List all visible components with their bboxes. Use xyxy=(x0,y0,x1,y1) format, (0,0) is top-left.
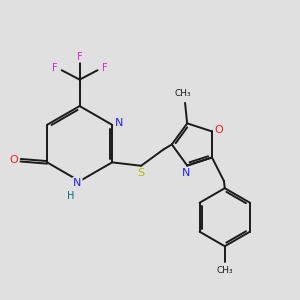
Text: F: F xyxy=(77,52,82,61)
Text: O: O xyxy=(10,155,18,165)
Text: O: O xyxy=(215,125,224,135)
Text: S: S xyxy=(138,168,145,178)
Text: CH₃: CH₃ xyxy=(217,266,233,275)
Text: N: N xyxy=(182,168,190,178)
Text: F: F xyxy=(101,63,107,73)
Text: F: F xyxy=(52,63,58,73)
Text: CH₃: CH₃ xyxy=(175,89,191,98)
Text: N: N xyxy=(73,178,82,188)
Text: N: N xyxy=(115,118,124,128)
Text: H: H xyxy=(67,191,74,201)
